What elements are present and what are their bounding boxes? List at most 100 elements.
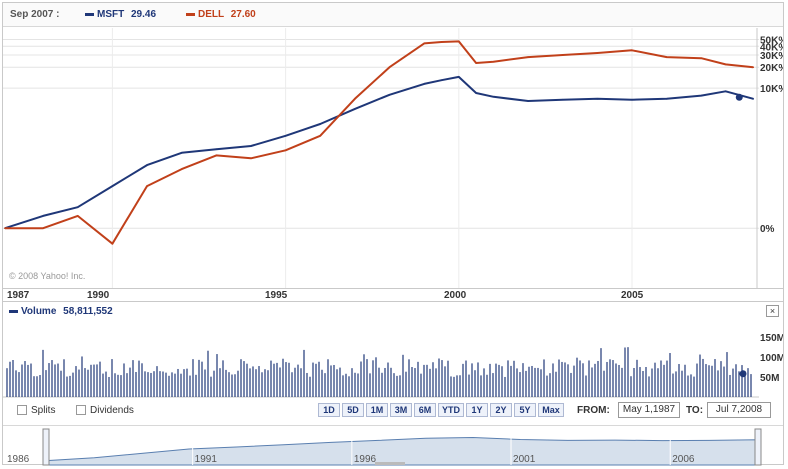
volume-axis-label: 100M bbox=[760, 353, 783, 364]
legend-dell-ticker: DELL bbox=[198, 9, 224, 20]
volume-swatch-icon bbox=[9, 309, 18, 313]
price-chart-svg[interactable]: 50K%40K%30K%20K% 10K% 0% bbox=[3, 28, 787, 288]
time-axis-label: 1987 bbox=[7, 290, 30, 301]
range-navigator[interactable]: 1986 1991 1996 2001 2006 bbox=[3, 425, 783, 466]
range-2y-button[interactable]: 2Y bbox=[490, 403, 512, 417]
close-volume-button[interactable]: × bbox=[766, 305, 779, 317]
msft-data-point bbox=[700, 94, 703, 97]
range-1m-button[interactable]: 1M bbox=[366, 403, 388, 417]
dell-data-point bbox=[215, 154, 218, 157]
dividends-label: Dividends bbox=[90, 405, 134, 416]
dell-data-point bbox=[527, 56, 529, 58]
msft-data-point bbox=[458, 76, 460, 78]
time-axis-label: 2005 bbox=[621, 290, 644, 301]
msft-data-point bbox=[561, 98, 564, 101]
range-5y-button[interactable]: 5Y bbox=[514, 403, 536, 417]
time-axis: 1987 1990 1995 2000 2005 bbox=[3, 288, 783, 302]
price-axis-label: 40K% bbox=[760, 42, 783, 53]
volume-axis-label: 150M bbox=[760, 333, 783, 344]
msft-data-point bbox=[596, 98, 599, 100]
chart-controls: Splits Dividends 1D 5D 1M 3M 6M YTD 1Y 2… bbox=[3, 401, 783, 423]
chart-legend-bar: Sep 2007 : MSFT 29.46 DELL 27.60 bbox=[3, 3, 783, 27]
volume-legend: Volume 58,811,552 bbox=[9, 306, 113, 317]
dell-data-point bbox=[492, 60, 495, 63]
msft-data-point bbox=[423, 83, 425, 85]
msft-data-point bbox=[440, 79, 443, 82]
time-axis-label: 1995 bbox=[265, 290, 288, 301]
navigator-year-label: 2001 bbox=[513, 454, 536, 465]
from-date-field[interactable]: May 1,1987 bbox=[618, 402, 680, 418]
volume-axis-label: 50M bbox=[760, 373, 779, 384]
msft-data-point bbox=[752, 98, 755, 100]
dell-data-point bbox=[4, 227, 6, 229]
msft-data-point bbox=[146, 164, 148, 166]
msft-data-point bbox=[111, 185, 114, 187]
splits-checkbox[interactable]: Splits bbox=[17, 405, 55, 416]
range-5d-button[interactable]: 5D bbox=[342, 403, 364, 417]
range-1y-button[interactable]: 1Y bbox=[466, 403, 488, 417]
navigator-year-label: 1996 bbox=[354, 454, 377, 465]
msft-data-point bbox=[250, 145, 252, 147]
navigator-svg[interactable]: 1986 1991 1996 2001 2006 bbox=[3, 426, 783, 466]
price-axis-label: 50K% bbox=[760, 36, 783, 47]
msft-swatch-icon bbox=[85, 12, 94, 16]
dell-data-point bbox=[42, 227, 44, 229]
msft-data-point bbox=[724, 90, 727, 93]
dell-data-point bbox=[665, 56, 668, 58]
time-axis-label: 2000 bbox=[444, 290, 467, 301]
checkbox-icon[interactable] bbox=[76, 405, 86, 416]
checkbox-icon[interactable] bbox=[17, 405, 27, 416]
dell-data-point bbox=[752, 66, 755, 69]
to-date-field[interactable]: Jul 7,2008 bbox=[707, 402, 771, 418]
dell-data-point bbox=[724, 63, 727, 66]
dell-data-point bbox=[284, 149, 287, 152]
range-max-button[interactable]: Max bbox=[538, 403, 564, 417]
range-ytd-button[interactable]: YTD bbox=[438, 403, 464, 417]
volume-label: Volume bbox=[21, 306, 57, 317]
dell-data-point bbox=[319, 134, 322, 137]
price-axis-label: 10K% bbox=[760, 84, 783, 95]
dell-data-point bbox=[458, 40, 460, 43]
dell-data-point bbox=[440, 41, 443, 43]
range-1d-button[interactable]: 1D bbox=[318, 403, 340, 417]
msft-data-point bbox=[319, 123, 322, 125]
volume-chart-panel[interactable]: 150M 100M 50M bbox=[3, 323, 785, 399]
dell-data-point bbox=[388, 66, 391, 69]
dell-data-point bbox=[631, 49, 633, 52]
navigator-year-label: 2006 bbox=[672, 454, 695, 465]
volume-current-marker bbox=[739, 370, 747, 378]
msft-price-line bbox=[4, 75, 754, 230]
navigator-right-handle bbox=[754, 428, 762, 466]
navigator-year-label: 1991 bbox=[195, 454, 218, 465]
price-axis-label: 0% bbox=[760, 224, 775, 235]
range-6m-button[interactable]: 6M bbox=[414, 403, 436, 417]
price-axis-label: 20K% bbox=[760, 63, 783, 74]
legend-msft-ticker: MSFT bbox=[97, 9, 125, 20]
splits-label: Splits bbox=[31, 405, 56, 416]
to-label: TO: bbox=[686, 405, 704, 416]
legend-dell-value: 27.60 bbox=[230, 9, 256, 20]
from-label: FROM: bbox=[577, 405, 610, 416]
navigator-left-handle bbox=[42, 428, 50, 466]
msft-data-point bbox=[388, 94, 391, 96]
volume-chart-svg[interactable]: 150M 100M 50M bbox=[3, 323, 785, 399]
navigator-year-label: 1986 bbox=[7, 454, 30, 465]
dell-data-point bbox=[561, 54, 564, 56]
dell-data-point bbox=[475, 62, 477, 64]
price-chart-panel[interactable]: 50K%40K%30K%20K% 10K% 0% bbox=[3, 28, 787, 288]
dividends-checkbox[interactable]: Dividends bbox=[76, 405, 134, 416]
price-axis-label: 30K% bbox=[760, 51, 783, 62]
msft-data-point bbox=[475, 92, 477, 94]
navigator-scroll-grip bbox=[375, 462, 405, 465]
dell-price-line bbox=[5, 40, 754, 245]
dell-data-point bbox=[111, 242, 114, 245]
msft-data-point bbox=[665, 98, 668, 100]
legend-msft-value: 29.46 bbox=[131, 9, 157, 20]
dell-data-point bbox=[146, 185, 148, 187]
dell-data-point bbox=[700, 57, 703, 59]
msft-data-point bbox=[492, 95, 495, 98]
msft-data-point bbox=[284, 134, 287, 137]
range-3m-button[interactable]: 3M bbox=[390, 403, 412, 417]
copyright-text: © 2008 Yahoo! Inc. bbox=[9, 271, 86, 281]
